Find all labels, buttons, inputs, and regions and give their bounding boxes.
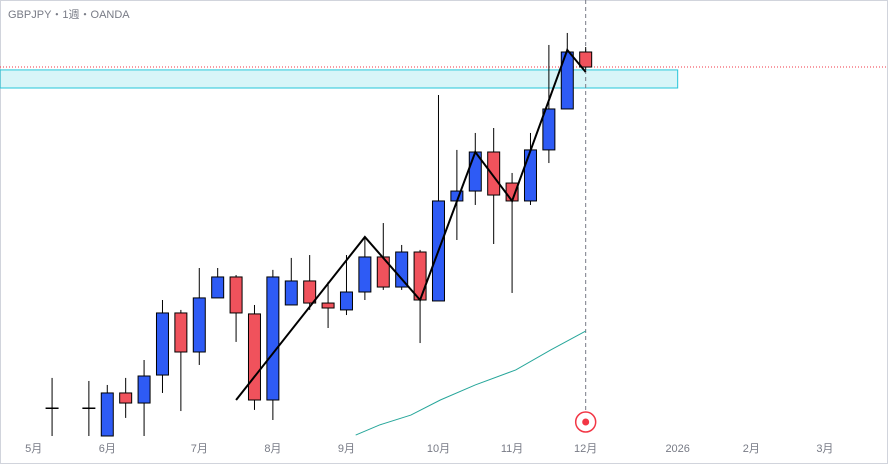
candle-body [321, 302, 335, 309]
candle-body [174, 312, 188, 353]
time-marker-dot [582, 418, 590, 426]
candle-body [100, 392, 114, 437]
candle-body [542, 108, 556, 151]
x-tick-label: 12月 [574, 443, 597, 455]
candle-body [358, 256, 372, 293]
x-tick-label: 10月 [427, 443, 450, 455]
plot [0, 0, 888, 437]
x-tick-label: 2月 [743, 443, 760, 455]
candle-body [192, 297, 206, 353]
x-tick-label: 11月 [501, 443, 523, 455]
zigzag-line [235, 47, 587, 401]
candle-body [119, 392, 133, 404]
x-tick-label: 6月 [99, 443, 116, 455]
chart-title: GBPJPY・1週・OANDA [8, 8, 130, 21]
moving-average [355, 330, 586, 436]
candle-body [211, 276, 225, 299]
candle-body [579, 51, 593, 68]
candle-body [395, 251, 409, 288]
candle-body [266, 276, 280, 401]
candle-body [303, 280, 317, 304]
candle-body [45, 407, 59, 409]
x-tick-label: 8月 [264, 443, 281, 455]
candle-body [229, 276, 243, 314]
candle-body [137, 375, 151, 404]
x-tick-label: 9月 [338, 443, 355, 455]
x-tick-label: 7月 [191, 443, 208, 455]
zone [0, 69, 679, 89]
candle-body [487, 151, 501, 196]
candle-body [284, 280, 298, 306]
x-tick-label: 3月 [816, 443, 833, 455]
candle-body [155, 312, 169, 376]
candle-body [247, 313, 261, 401]
x-tick-label: 2026 [665, 443, 689, 455]
candle-body [82, 407, 96, 409]
candle-body [413, 251, 427, 301]
candle-body [339, 291, 353, 311]
candle-body [523, 149, 537, 202]
x-tick-label: 5月 [25, 443, 42, 455]
